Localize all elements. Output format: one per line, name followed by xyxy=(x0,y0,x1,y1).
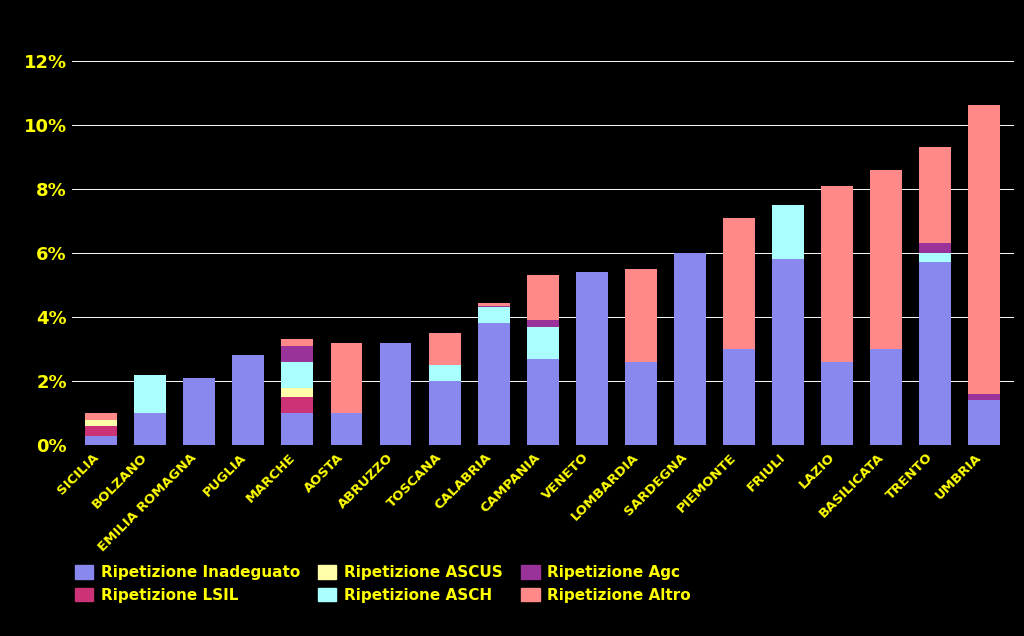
Bar xyxy=(331,413,362,445)
Bar xyxy=(282,340,313,346)
Bar xyxy=(429,365,461,381)
Bar xyxy=(282,362,313,387)
Bar xyxy=(526,275,559,320)
Bar xyxy=(85,426,117,436)
Bar xyxy=(478,306,510,307)
Bar xyxy=(282,397,313,413)
Bar xyxy=(920,263,951,445)
Bar xyxy=(772,205,804,259)
Legend: Ripetizione Inadeguato, Ripetizione LSIL, Ripetizione ASCUS, Ripetizione ASCH, R: Ripetizione Inadeguato, Ripetizione LSIL… xyxy=(75,565,691,603)
Bar xyxy=(282,413,313,445)
Bar xyxy=(380,343,412,445)
Bar xyxy=(969,394,1000,400)
Bar xyxy=(134,413,166,445)
Bar xyxy=(282,387,313,397)
Bar xyxy=(478,307,510,323)
Bar xyxy=(478,303,510,306)
Bar xyxy=(969,106,1000,394)
Bar xyxy=(575,272,607,445)
Bar xyxy=(969,400,1000,445)
Bar xyxy=(526,359,559,445)
Bar xyxy=(870,349,902,445)
Bar xyxy=(478,323,510,445)
Bar xyxy=(526,320,559,327)
Bar xyxy=(723,349,755,445)
Bar xyxy=(625,362,656,445)
Bar xyxy=(723,218,755,349)
Bar xyxy=(85,420,117,426)
Bar xyxy=(183,378,215,445)
Bar xyxy=(526,327,559,359)
Bar xyxy=(772,259,804,445)
Bar xyxy=(870,170,902,349)
Bar xyxy=(674,253,706,445)
Bar xyxy=(920,243,951,253)
Bar xyxy=(821,362,853,445)
Bar xyxy=(920,253,951,263)
Bar xyxy=(85,413,117,420)
Bar xyxy=(134,375,166,413)
Bar xyxy=(920,147,951,243)
Bar xyxy=(85,436,117,445)
Bar xyxy=(331,343,362,413)
Bar xyxy=(429,381,461,445)
Bar xyxy=(821,186,853,362)
Bar xyxy=(232,356,264,445)
Bar xyxy=(282,346,313,362)
Bar xyxy=(625,269,656,362)
Bar xyxy=(429,333,461,365)
